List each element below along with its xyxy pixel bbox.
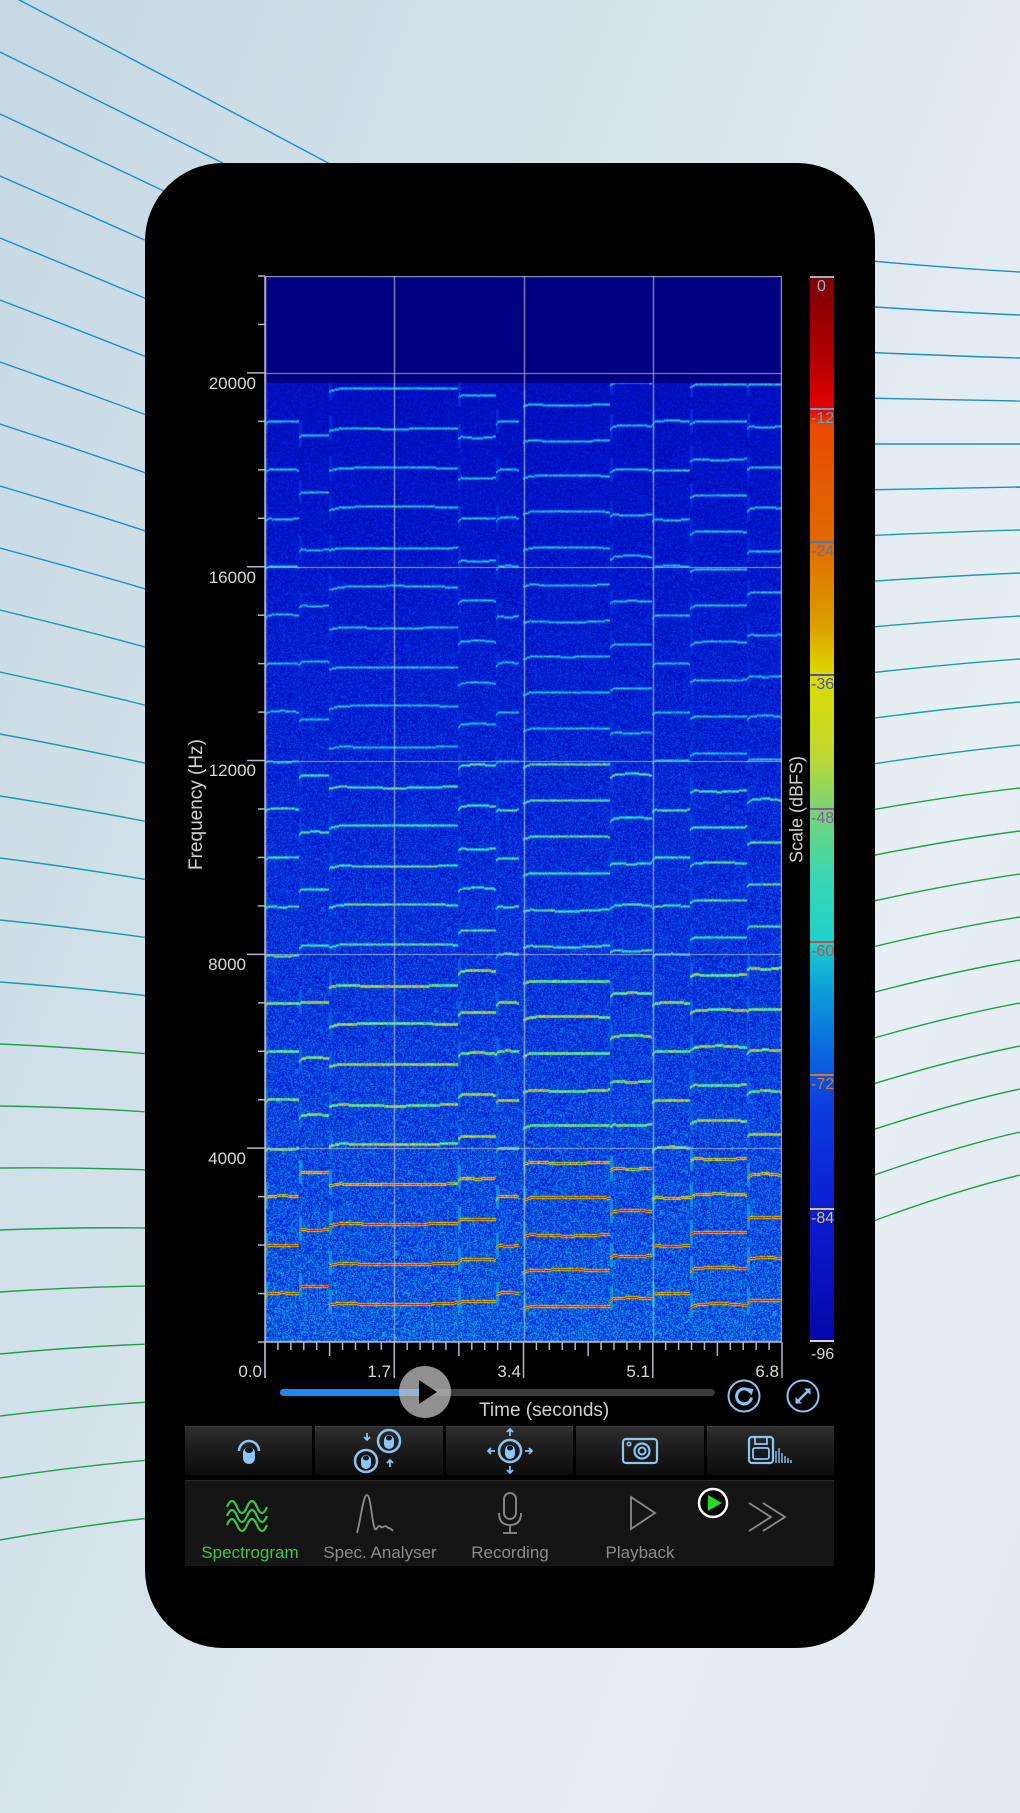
fit-view-button[interactable]	[785, 1378, 821, 1414]
colorbar-label: -72	[811, 1076, 835, 1093]
tab-spec-analyser[interactable]: Spec. Analyser	[315, 1481, 445, 1566]
y-tick-label: 16000	[208, 568, 256, 587]
y-tick-label: 12000	[208, 761, 256, 780]
x-tick-label: 3.4	[497, 1362, 521, 1381]
snapshot-button[interactable]	[576, 1426, 704, 1475]
tab-playback[interactable]: Playback	[575, 1481, 705, 1566]
more-chevrons-icon	[748, 1502, 787, 1532]
play-icon	[419, 1380, 437, 1404]
x-tick-label: 5.1	[626, 1362, 650, 1381]
camera-icon	[621, 1437, 659, 1465]
refresh-button[interactable]	[726, 1378, 762, 1414]
colorbar-label: -48	[811, 810, 835, 827]
colorbar-label: -96	[811, 1346, 835, 1363]
x-tick-label: 6.8	[755, 1362, 779, 1381]
save-data-icon	[748, 1435, 793, 1465]
waves-icon	[225, 1499, 269, 1533]
colorbar-tick	[810, 541, 834, 543]
single-touch-icon	[237, 1439, 260, 1464]
x-tick-label: 0.0	[238, 1362, 262, 1381]
touch-mode-toolbar	[185, 1426, 835, 1475]
tab-label: Recording	[471, 1543, 549, 1562]
tab-spectrogram[interactable]: Spectrogram	[185, 1481, 315, 1566]
play-button[interactable]	[399, 1366, 451, 1418]
single-touch-button[interactable]	[185, 1426, 313, 1475]
colorbar-label: -36	[811, 676, 835, 693]
spectrogram-canvas[interactable]	[265, 276, 782, 1342]
colorbar-title: Scale (dBFS)	[786, 755, 807, 864]
tab-label: Spec. Analyser	[323, 1543, 437, 1562]
y-tick-label: 8000	[208, 955, 246, 974]
expand-diagonal-icon	[786, 1379, 820, 1413]
pinch-zoom-button[interactable]	[315, 1426, 443, 1475]
save-data-button[interactable]	[706, 1426, 835, 1475]
colorbar-label: -60	[811, 943, 835, 960]
playback-progress	[280, 1389, 424, 1396]
pan-button[interactable]	[445, 1426, 574, 1475]
tab-more[interactable]	[705, 1481, 835, 1566]
pan-touch-icon	[486, 1427, 533, 1475]
colorbar-tick	[810, 408, 834, 410]
colorbar-tick	[810, 674, 834, 676]
playback-slider[interactable]	[280, 1389, 715, 1396]
colorbar-label: -24	[811, 543, 835, 560]
colorbar-tick	[810, 1074, 834, 1076]
colorbar-label: 0	[817, 278, 826, 295]
colorbar-label: -84	[811, 1210, 835, 1227]
y-axis-title: Frequency (Hz)	[186, 739, 207, 870]
pinch-zoom-icon	[353, 1428, 402, 1474]
tab-label: Playback	[605, 1543, 675, 1562]
y-tick-label: 20000	[208, 374, 256, 393]
play-outline-icon	[630, 1495, 657, 1531]
playing-indicator[interactable]	[697, 1487, 729, 1519]
colorbar-tick	[810, 276, 834, 278]
microphone-icon	[498, 1492, 522, 1534]
y-tick-label: 4000	[208, 1149, 246, 1168]
colorbar-tick	[810, 941, 834, 943]
x-tick-label: 1.7	[367, 1362, 391, 1381]
play-circle-icon	[697, 1487, 729, 1519]
tab-recording[interactable]: Recording	[445, 1481, 575, 1566]
colorbar-tick	[810, 1340, 834, 1342]
tab-bar: Spectrogram Spec. Analyser Recording Pla…	[185, 1480, 834, 1566]
refresh-icon	[727, 1379, 761, 1413]
spectrum-peak-icon	[356, 1494, 394, 1534]
colorbar-label: -12	[811, 410, 835, 427]
spectrogram-plot[interactable]	[265, 276, 782, 1342]
colorbar: 0 -12 -24 -36 -48 -60 -72 -84 -96	[810, 276, 835, 1363]
colorbar-tick	[810, 808, 834, 810]
tab-label: Spectrogram	[201, 1543, 299, 1562]
colorbar-tick	[810, 1208, 834, 1210]
x-axis-title: Time (seconds)	[479, 1400, 610, 1421]
